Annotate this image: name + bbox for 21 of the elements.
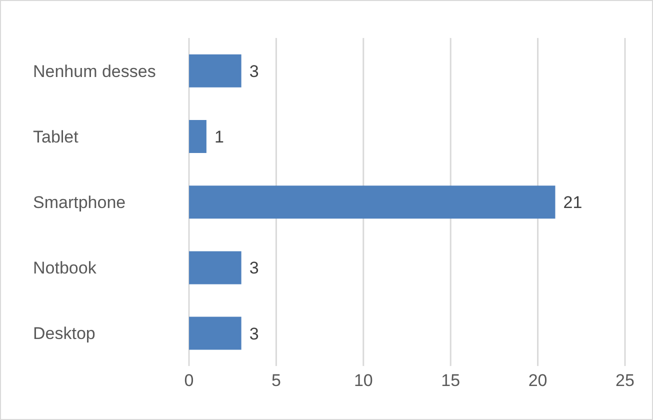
y-tick-label: Notbook bbox=[33, 258, 97, 278]
data-label: 3 bbox=[249, 324, 259, 344]
y-tick-label: Nenhum desses bbox=[33, 62, 156, 81]
y-tick-label: Smartphone bbox=[33, 193, 126, 212]
x-tick-label: 15 bbox=[441, 371, 460, 390]
x-tick-label: 5 bbox=[271, 371, 281, 390]
bar bbox=[189, 316, 242, 350]
data-label: 1 bbox=[214, 128, 224, 147]
x-tick-label: 25 bbox=[616, 371, 634, 390]
x-tick-label: 0 bbox=[184, 371, 194, 390]
data-label: 3 bbox=[249, 62, 259, 81]
y-tick-label: Desktop bbox=[33, 324, 96, 344]
bar bbox=[189, 54, 242, 88]
data-label: 21 bbox=[563, 193, 582, 212]
y-tick-label: Tablet bbox=[33, 127, 79, 146]
bar bbox=[189, 251, 242, 284]
data-label: 3 bbox=[249, 258, 259, 278]
x-tick-label: 10 bbox=[354, 371, 373, 390]
x-tick-label: 20 bbox=[528, 371, 548, 390]
bar bbox=[189, 186, 556, 219]
bar bbox=[189, 120, 206, 153]
